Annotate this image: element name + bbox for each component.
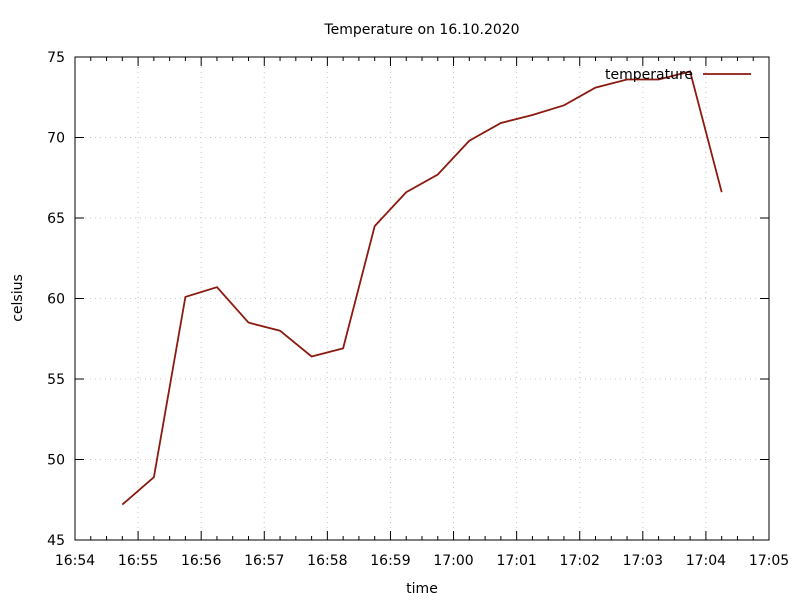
y-tick-label: 75 <box>47 50 65 66</box>
y-tick-label: 70 <box>47 131 65 147</box>
y-tick-label: 45 <box>47 533 65 549</box>
y-axis-label: celsius <box>10 274 26 322</box>
x-tick-label: 17:00 <box>433 553 473 569</box>
x-tick-label: 16:56 <box>181 553 221 569</box>
series-lines <box>121 70 723 506</box>
series-line-temperature <box>121 70 723 506</box>
x-tick-label: 16:59 <box>370 553 410 569</box>
x-tick-label: 17:03 <box>623 553 663 569</box>
x-tick-label: 16:54 <box>55 553 95 569</box>
legend: temperature <box>605 67 751 83</box>
y-tick-label: 65 <box>47 211 65 227</box>
y-tick-label: 50 <box>47 453 65 469</box>
x-tick-label: 17:02 <box>560 553 600 569</box>
tick-labels: 16:54 16:55 16:56 16:57 16:58 16:59 17:00 17:01… <box>47 50 789 569</box>
x-tick-label: 17:04 <box>686 553 726 569</box>
x-tick-label: 16:57 <box>244 553 284 569</box>
plot-frame <box>74 56 770 541</box>
x-tick-label: 16:58 <box>307 553 347 569</box>
grid-lines <box>75 57 769 540</box>
y-tick-label: 55 <box>47 372 65 388</box>
legend-label-temperature: temperature <box>605 67 693 83</box>
x-axis-label: time <box>406 581 438 597</box>
x-tick-label: 16:55 <box>118 553 158 569</box>
chart-title: Temperature on 16.10.2020 <box>323 22 519 38</box>
x-tick-label: 17:05 <box>749 553 789 569</box>
y-tick-label: 60 <box>47 292 65 308</box>
x-tick-label: 17:01 <box>496 553 536 569</box>
